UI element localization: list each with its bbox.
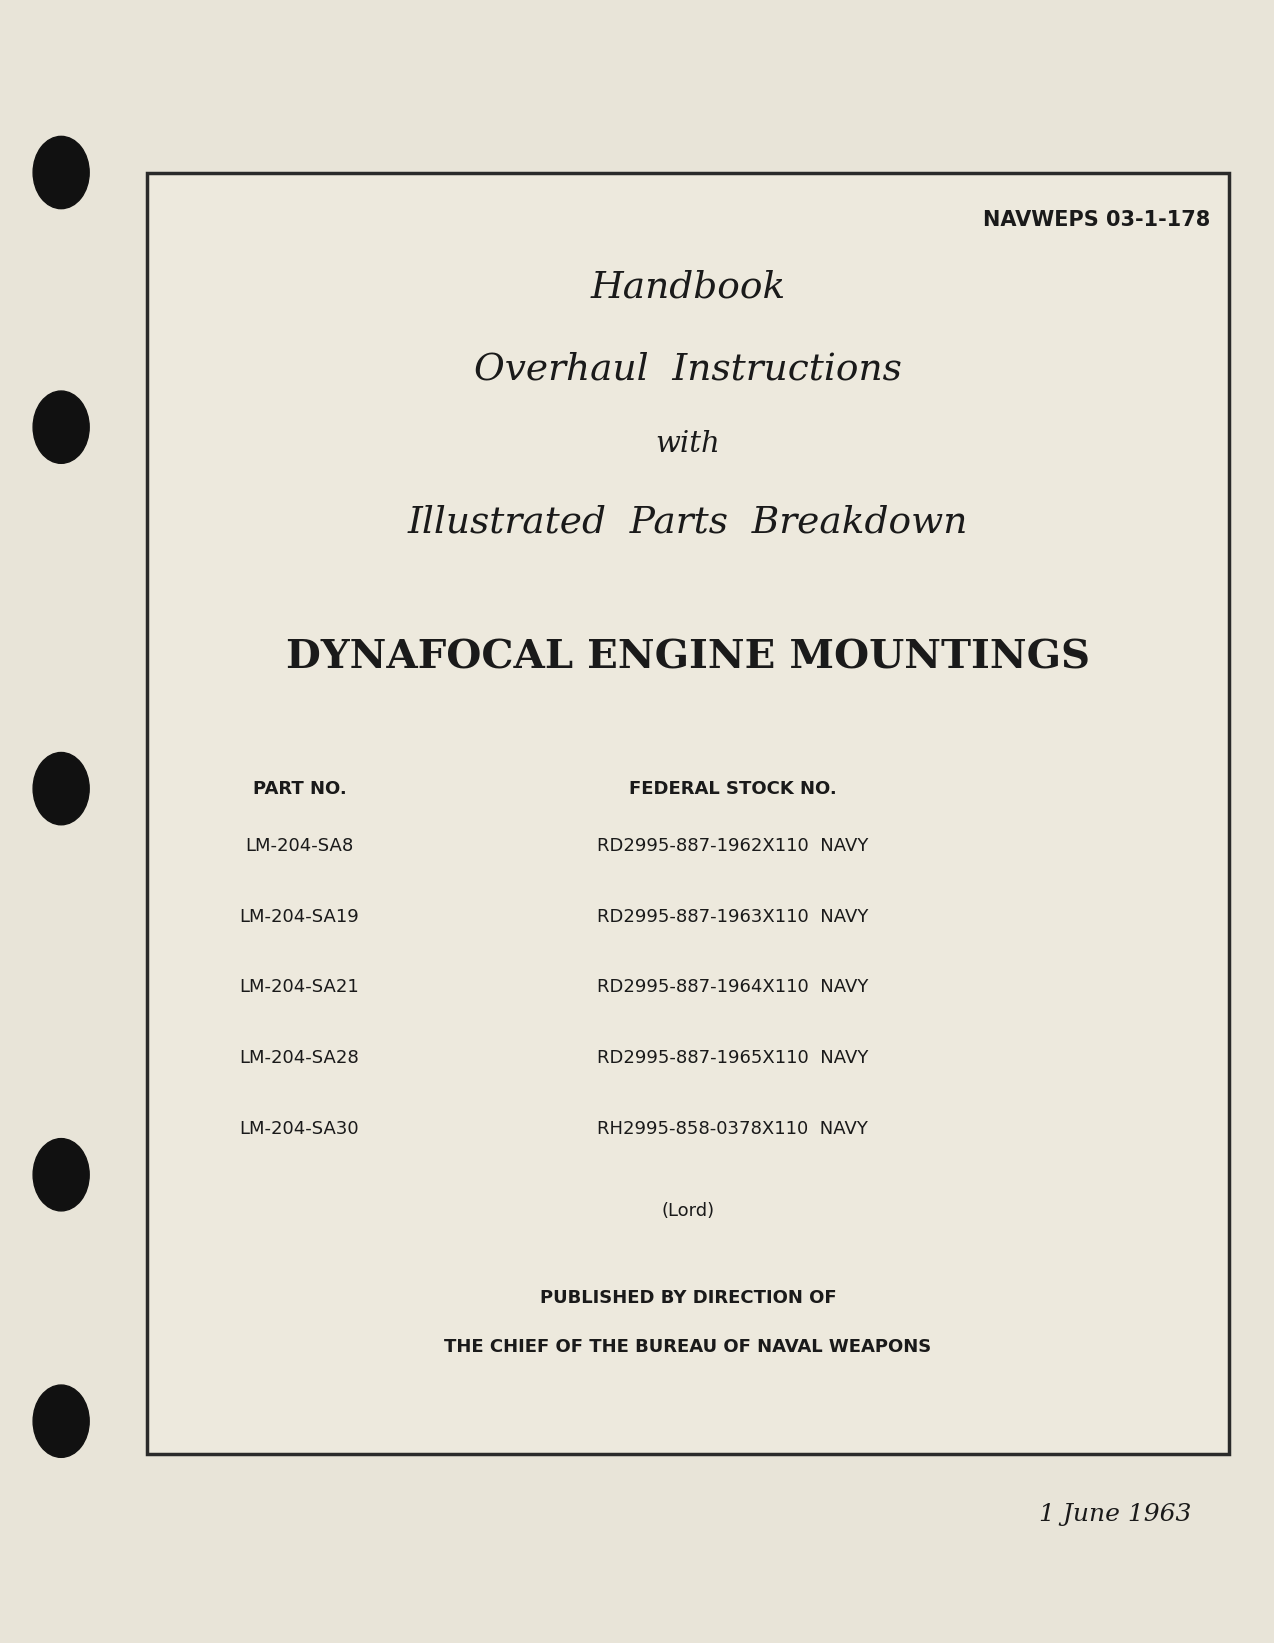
Text: RD2995-887-1962X110  NAVY: RD2995-887-1962X110 NAVY bbox=[596, 838, 869, 854]
Text: LM-204-SA8: LM-204-SA8 bbox=[246, 838, 353, 854]
Text: LM-204-SA19: LM-204-SA19 bbox=[240, 909, 359, 925]
Circle shape bbox=[33, 1139, 89, 1211]
Text: Handbook: Handbook bbox=[590, 269, 786, 306]
Text: LM-204-SA30: LM-204-SA30 bbox=[240, 1121, 359, 1137]
Text: THE CHIEF OF THE BUREAU OF NAVAL WEAPONS: THE CHIEF OF THE BUREAU OF NAVAL WEAPONS bbox=[445, 1339, 931, 1355]
Bar bbox=[147, 173, 1229, 1454]
Text: with: with bbox=[656, 429, 720, 458]
Text: RH2995-858-0378X110  NAVY: RH2995-858-0378X110 NAVY bbox=[598, 1121, 868, 1137]
Circle shape bbox=[33, 1385, 89, 1457]
Text: RD2995-887-1964X110  NAVY: RD2995-887-1964X110 NAVY bbox=[596, 979, 869, 996]
Text: PUBLISHED BY DIRECTION OF: PUBLISHED BY DIRECTION OF bbox=[540, 1290, 836, 1306]
Text: (Lord): (Lord) bbox=[661, 1203, 715, 1219]
Text: LM-204-SA21: LM-204-SA21 bbox=[240, 979, 359, 996]
Text: FEDERAL STOCK NO.: FEDERAL STOCK NO. bbox=[628, 780, 837, 797]
Circle shape bbox=[33, 136, 89, 209]
Circle shape bbox=[33, 391, 89, 463]
Text: PART NO.: PART NO. bbox=[252, 780, 347, 797]
Text: Illustrated  Parts  Breakdown: Illustrated Parts Breakdown bbox=[408, 504, 968, 541]
Text: NAVWEPS 03-1-178: NAVWEPS 03-1-178 bbox=[984, 210, 1210, 230]
Text: 1 June 1963: 1 June 1963 bbox=[1038, 1503, 1191, 1526]
Text: RD2995-887-1965X110  NAVY: RD2995-887-1965X110 NAVY bbox=[596, 1050, 869, 1066]
Circle shape bbox=[33, 752, 89, 825]
Text: Overhaul  Instructions: Overhaul Instructions bbox=[474, 352, 902, 388]
Text: DYNAFOCAL ENGINE MOUNTINGS: DYNAFOCAL ENGINE MOUNTINGS bbox=[285, 637, 1091, 677]
Text: RD2995-887-1963X110  NAVY: RD2995-887-1963X110 NAVY bbox=[596, 909, 869, 925]
Text: LM-204-SA28: LM-204-SA28 bbox=[240, 1050, 359, 1066]
